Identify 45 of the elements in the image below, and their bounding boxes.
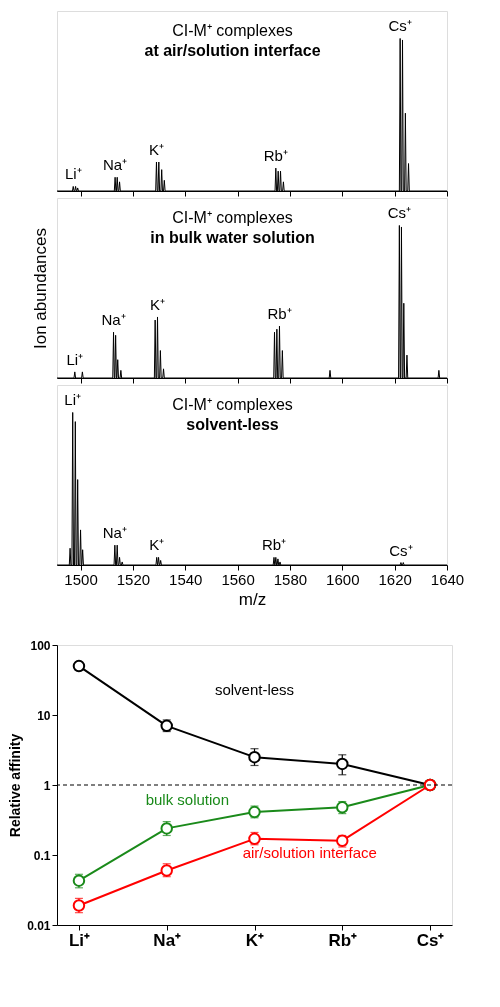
annotation: Cs⁺ (388, 17, 412, 35)
annotation: Rb⁺ (261, 536, 287, 554)
y-tick-label: 0.01 (27, 918, 51, 933)
y-axis-title: Relative affinity (7, 733, 24, 838)
annotation: K⁺ (149, 536, 165, 554)
y-tick-label: 1 (43, 778, 51, 793)
text: solvent-less (214, 681, 295, 698)
series-label: bulk solution (145, 791, 230, 808)
y-tick-label: 10 (37, 708, 51, 723)
annotation: Na⁺ (102, 524, 127, 542)
x-tick-label: Na⁺ (153, 930, 182, 950)
x-tick-label: 1640 (430, 570, 465, 588)
y-axis-title: Ion abundances (30, 228, 50, 349)
x-axis-title: m/z (238, 589, 267, 609)
annotation: CI-M⁺ complexes (172, 22, 293, 39)
annotation: CI-M⁺ complexes (172, 396, 293, 413)
annotation: Rb⁺ (263, 147, 288, 165)
annotation: Na⁺ (103, 156, 128, 174)
annotation: at air/solution interface (144, 42, 321, 59)
annotation: Na⁺ (101, 311, 126, 329)
x-tick-label: Cs⁺ (416, 930, 445, 950)
x-tick-label: 1520 (116, 570, 151, 588)
x-tick-label: 1540 (169, 570, 203, 588)
annotation: Li⁺ (66, 350, 84, 368)
x-tick-label: 1620 (378, 570, 412, 588)
annotation: in bulk water solution (150, 229, 315, 246)
annotation: CI-M⁺ complexes (172, 209, 293, 226)
y-tick-label: 100 (30, 638, 51, 653)
annotation: Li⁺ (64, 391, 82, 409)
x-tick-label: Li⁺ (68, 930, 90, 950)
annotation: solvent-less (186, 416, 279, 433)
annotation: Rb⁺ (267, 305, 292, 323)
annotation: Cs⁺ (387, 204, 412, 222)
x-tick-label: 1600 (326, 570, 360, 588)
x-tick-label: K⁺ (245, 930, 265, 950)
x-tick-label: 1500 (64, 570, 98, 588)
annotation: Cs⁺ (389, 541, 413, 559)
annotation: Li⁺ (64, 165, 82, 183)
x-tick-label: 1580 (273, 570, 308, 588)
x-tick-label: Rb⁺ (328, 930, 358, 950)
y-tick-label: 0.1 (33, 848, 51, 863)
annotation: K⁺ (148, 141, 164, 159)
annotation: K⁺ (150, 295, 166, 313)
x-tick-label: 1560 (221, 570, 255, 588)
series-label: air/solution interface (242, 844, 377, 861)
